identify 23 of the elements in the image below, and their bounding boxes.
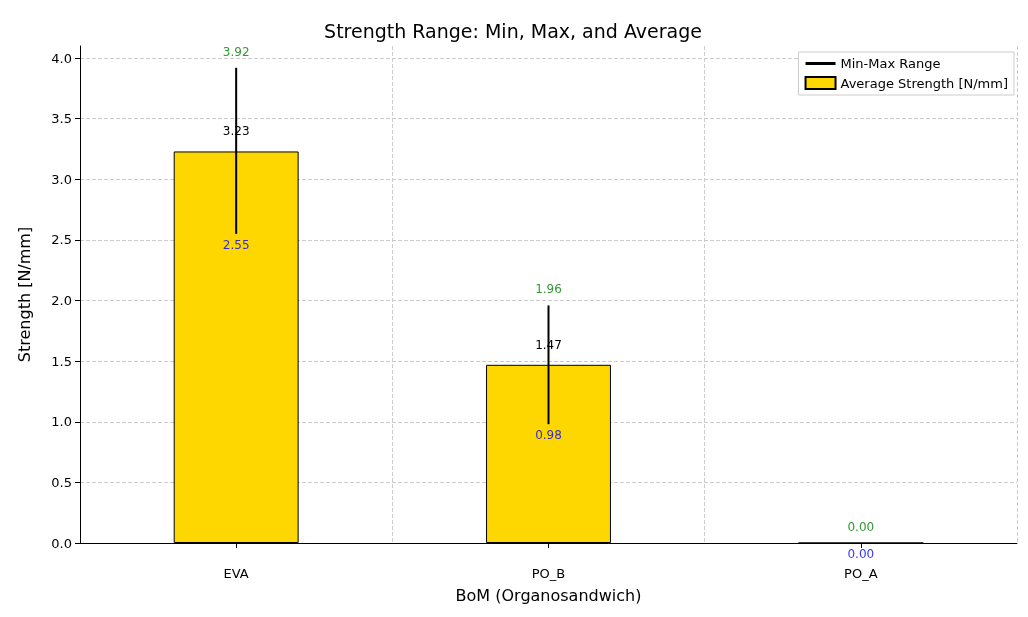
y-tick-label: 3.0 bbox=[51, 171, 72, 187]
y-tick-label: 2.0 bbox=[51, 293, 72, 309]
legend-label: Average Strength [N/mm] bbox=[840, 75, 1009, 91]
annotation: 0.00 bbox=[847, 520, 875, 534]
x-axis-title: BoM (Organosandwich) bbox=[455, 585, 642, 605]
y-tick-label: 0.0 bbox=[51, 535, 72, 551]
y-tick-label: 0.5 bbox=[51, 474, 72, 490]
annotation: 1.96 bbox=[535, 282, 562, 297]
y-tick-label: 2.5 bbox=[51, 232, 72, 248]
y-tick-label: 1.0 bbox=[51, 414, 72, 430]
y-tick-label: 1.5 bbox=[51, 353, 72, 369]
x-tick-label: PO_B bbox=[531, 566, 566, 581]
annotation: 3.92 bbox=[222, 44, 250, 59]
y-tick-label: 4.0 bbox=[51, 50, 72, 66]
annotation: 0.98 bbox=[535, 428, 562, 443]
y-axis-title: Strength [N/mm] bbox=[14, 226, 34, 363]
chart-title: Strength Range: Min, Max, and Average bbox=[324, 19, 702, 42]
annotation: 2.55 bbox=[222, 237, 250, 252]
annotation: 0.00 bbox=[847, 547, 875, 561]
y-tick-label: 3.5 bbox=[51, 111, 72, 127]
x-tick-label: EVA bbox=[223, 566, 249, 581]
x-tick-label: PO_A bbox=[844, 566, 878, 581]
legend-label: Min-Max Range bbox=[840, 56, 941, 71]
